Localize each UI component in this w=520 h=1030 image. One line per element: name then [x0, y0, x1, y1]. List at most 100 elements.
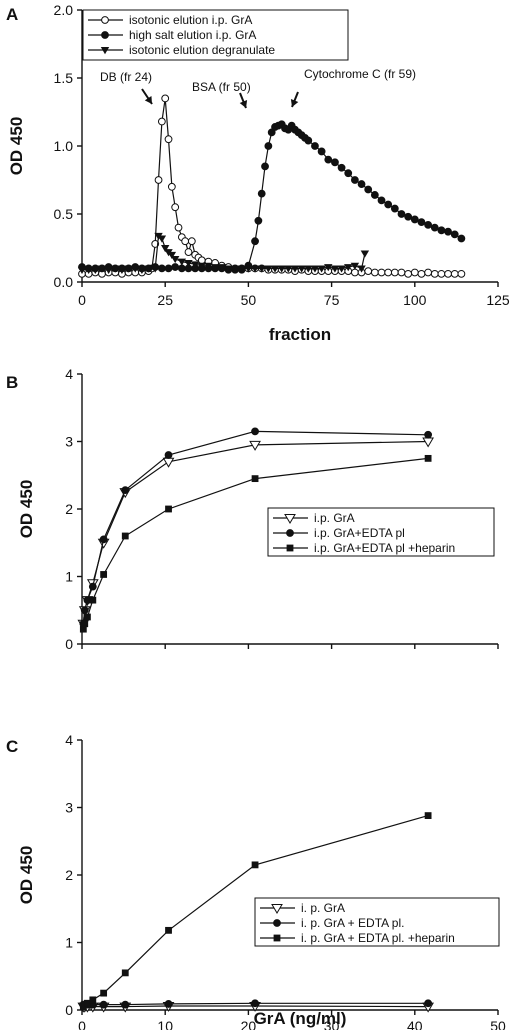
data-point — [197, 256, 206, 265]
legend-item: i. p. GrA + EDTA pl. +heparin — [260, 931, 455, 945]
data-point — [251, 475, 259, 483]
data-point — [370, 268, 379, 277]
data-point — [337, 265, 346, 273]
data-point — [310, 265, 320, 273]
data-point — [164, 135, 173, 144]
legend-marker — [286, 544, 294, 552]
data-point — [397, 268, 406, 277]
annotation-label: Cytochrome C (fr 59) — [304, 67, 416, 81]
data-point — [350, 268, 359, 277]
data-point — [117, 266, 127, 274]
data-point — [257, 265, 266, 273]
x-tick-label: 0 — [78, 292, 86, 308]
data-point — [181, 237, 190, 246]
y-tick-label: 2.0 — [54, 2, 74, 18]
data-point — [244, 265, 253, 273]
legend-item: i.p. GrA+EDTA pl +heparin — [273, 541, 455, 555]
x-tick-label: 30 — [324, 1018, 340, 1030]
data-point — [167, 182, 176, 191]
data-point — [357, 180, 366, 188]
legend-marker — [100, 47, 110, 55]
data-point — [444, 227, 452, 236]
legend-item: i.p. GrA — [273, 511, 355, 525]
y-tick-label: 3 — [65, 800, 73, 816]
data-point — [330, 265, 340, 273]
data-point — [77, 266, 87, 274]
x-tick-label: 0 — [78, 1018, 86, 1030]
data-point — [390, 268, 399, 277]
y-tick-label: 0 — [65, 636, 73, 652]
legend-marker — [271, 904, 283, 914]
data-point — [84, 613, 91, 621]
data-point — [264, 142, 273, 150]
legend-item: i.p. GrA+EDTA pl — [273, 526, 405, 540]
y-tick-label: 4 — [65, 732, 73, 748]
data-point — [170, 255, 180, 264]
data-point — [111, 265, 120, 273]
data-point — [89, 596, 97, 604]
data-point — [164, 264, 173, 273]
data-point — [137, 266, 147, 274]
legend-marker — [273, 919, 281, 927]
data-point — [424, 268, 433, 277]
data-point — [161, 245, 170, 253]
legend-label: i. p. GrA + EDTA pl. +heparin — [301, 931, 455, 945]
data-point — [121, 532, 129, 540]
panel-letter: B — [6, 373, 18, 392]
data-point — [190, 261, 200, 269]
data-point — [171, 203, 180, 212]
data-point — [80, 606, 89, 615]
data-point — [317, 147, 326, 156]
data-point — [257, 189, 266, 198]
legend-label: i.p. GrA — [314, 511, 355, 525]
data-point — [251, 999, 259, 1008]
data-point — [424, 999, 433, 1008]
series-1 — [78, 94, 466, 278]
series-3 — [79, 812, 432, 1011]
x-tick-label: 50 — [241, 292, 257, 308]
data-point — [284, 265, 293, 273]
data-point — [84, 999, 91, 1007]
y-axis-label: OD 450 — [17, 480, 36, 539]
data-point — [121, 1000, 130, 1009]
data-point — [337, 163, 346, 172]
data-point — [450, 269, 459, 278]
data-point — [410, 215, 419, 224]
data-point — [264, 265, 273, 273]
y-tick-label: 2 — [65, 867, 73, 883]
data-point — [270, 265, 280, 273]
legend-marker — [284, 514, 296, 524]
data-point — [161, 94, 170, 103]
data-point — [277, 265, 286, 273]
y-tick-label: 0.0 — [54, 274, 74, 290]
panel-letter: C — [6, 737, 18, 756]
data-point — [437, 269, 446, 278]
y-tick-label: 1.5 — [54, 70, 74, 86]
y-tick-label: 0.5 — [54, 206, 74, 222]
legend-marker — [101, 16, 109, 24]
y-tick-label: 3 — [65, 434, 73, 450]
chart-panel-a: A 0.0 0.5 1.0 1.5 2.0 0 25 50 75 100 125 OD 450 fract… — [6, 2, 510, 344]
data-point — [384, 200, 393, 209]
data-point — [311, 142, 319, 150]
data-point — [384, 268, 393, 277]
annotation-arrow-head — [290, 99, 299, 107]
data-point — [164, 1000, 173, 1008]
y-tick-label: 1 — [65, 935, 73, 951]
legend-box — [82, 9, 349, 61]
data-point — [144, 265, 153, 273]
x-tick-label: 75 — [324, 292, 340, 308]
data-point — [424, 430, 433, 439]
legend-item: i. p. GrA — [260, 901, 345, 915]
legend-label: i.p. GrA+EDTA pl +heparin — [314, 541, 455, 555]
data-point — [100, 989, 108, 997]
data-point — [184, 260, 193, 268]
legend-marker — [286, 529, 294, 537]
data-point — [157, 117, 166, 126]
data-point — [457, 234, 466, 243]
data-point — [417, 269, 426, 278]
legend-marker — [101, 31, 109, 39]
